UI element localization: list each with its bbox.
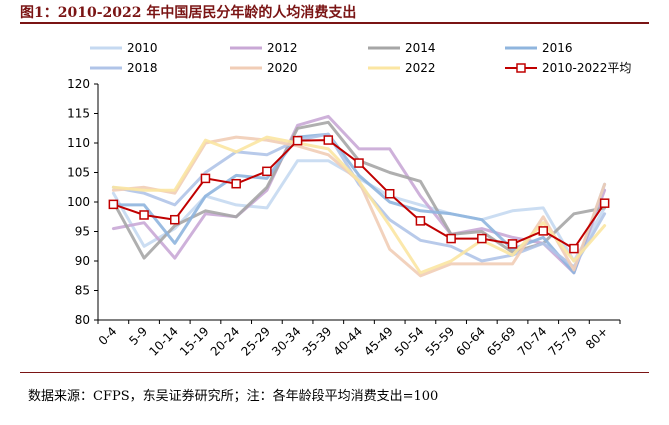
y-tick-label: 105 xyxy=(67,166,90,180)
average-point-marker xyxy=(262,166,272,177)
average-point-marker xyxy=(384,188,395,199)
x-tick-label: 15-19 xyxy=(177,324,212,359)
y-tick-label: 90 xyxy=(75,254,90,268)
y-tick-label: 110 xyxy=(67,136,90,150)
average-point-marker xyxy=(323,135,334,145)
figure-title: 图1：2010-2022 年中国居民分年龄的人均消费支出 xyxy=(20,5,357,21)
x-tick-label: 40-44 xyxy=(331,324,366,359)
x-tick-label: 50-54 xyxy=(392,324,427,359)
legend-label: 2020 xyxy=(267,61,298,75)
average-point-marker xyxy=(538,226,548,236)
x-tick-label: 30-34 xyxy=(269,324,304,359)
x-tick-label: 0-4 xyxy=(96,324,120,348)
y-tick-label: 85 xyxy=(75,284,90,298)
x-tick-label: 10-14 xyxy=(146,324,181,359)
legend-label: 2014 xyxy=(405,41,436,55)
y-tick-label: 115 xyxy=(67,107,90,121)
x-tick-label: 25-29 xyxy=(238,324,273,359)
x-tick-label: 55-59 xyxy=(423,324,458,359)
legend-marker xyxy=(516,63,526,73)
average-point-marker xyxy=(139,210,149,220)
legend-label: 2016 xyxy=(542,41,573,55)
x-tick-label: 20-24 xyxy=(208,324,243,359)
series-line-average xyxy=(112,139,606,250)
x-tick-label: 65-69 xyxy=(484,324,519,359)
series-lines xyxy=(111,114,607,278)
series-line-2018 xyxy=(111,132,607,269)
series-line-2020 xyxy=(111,135,607,278)
x-tick-label: 5-9 xyxy=(126,324,150,348)
series-line-2022 xyxy=(111,135,607,275)
series-line-2010 xyxy=(111,159,607,263)
average-point-marker xyxy=(170,214,180,225)
average-point-marker xyxy=(446,233,456,244)
average-point-marker xyxy=(415,216,426,226)
average-point-marker xyxy=(108,199,119,210)
source-note: 数据来源：CFPS，东吴证券研究所；注：各年龄段平均消费支出=100 xyxy=(28,389,439,404)
legend-label: 2022 xyxy=(405,61,436,75)
legend-label: 2018 xyxy=(127,61,158,75)
legend: 2010 2012 2014 2016 2018 2020 2022 2010-2022平均 xyxy=(90,41,631,75)
source-rule xyxy=(20,372,649,373)
x-tick-label: 45-49 xyxy=(361,324,396,359)
average-point-marker xyxy=(231,178,241,189)
x-tick-label: 80+ xyxy=(583,324,611,352)
x-tick-label: 75-79 xyxy=(546,324,581,359)
legend-label: 2010 xyxy=(127,41,158,55)
legend-label: 2012 xyxy=(267,41,298,55)
average-point-marker xyxy=(507,239,518,249)
average-point-marker xyxy=(292,135,303,146)
y-tick-label: 80 xyxy=(75,313,90,327)
title-rule xyxy=(20,22,649,24)
x-tick-label: 35-39 xyxy=(300,324,335,359)
y-tick-label: 95 xyxy=(75,225,90,239)
legend-label: 2010-2022平均 xyxy=(542,61,631,75)
average-point-marker xyxy=(599,198,610,208)
x-tick-label: 70-74 xyxy=(515,324,550,359)
average-point-marker xyxy=(354,158,364,168)
y-tick-label: 120 xyxy=(67,77,90,91)
average-point-marker xyxy=(477,233,487,244)
series-markers xyxy=(108,135,610,254)
x-tick-label: 60-64 xyxy=(453,324,488,359)
average-point-marker xyxy=(569,243,579,254)
average-point-marker xyxy=(200,173,211,184)
y-tick-label: 100 xyxy=(67,195,90,209)
